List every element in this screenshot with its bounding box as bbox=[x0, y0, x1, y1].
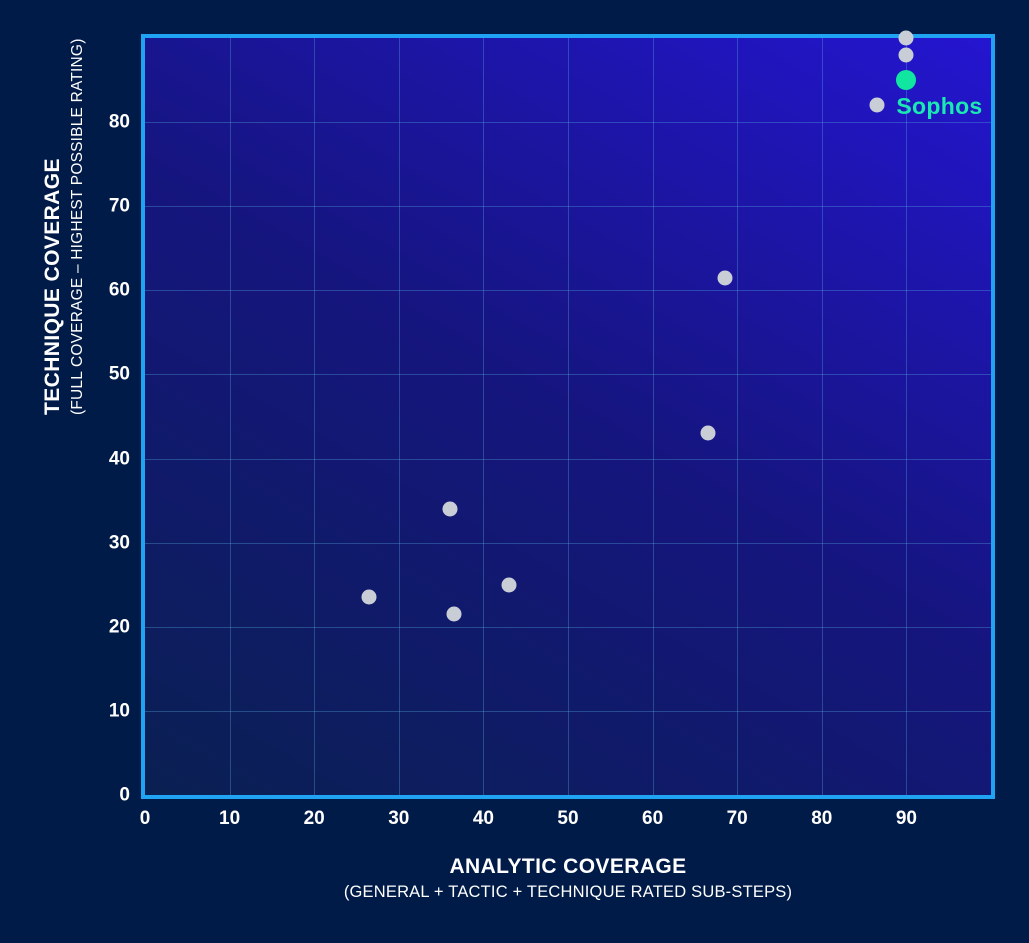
y-tick-label-80: 80 bbox=[108, 111, 130, 133]
y-tick-label-70: 70 bbox=[108, 195, 130, 217]
gridline-x-70 bbox=[737, 38, 739, 795]
sophos-point bbox=[896, 70, 917, 91]
x-tick-label-20: 20 bbox=[303, 808, 325, 829]
gridline-y-60 bbox=[145, 290, 991, 292]
y-tick-label-0: 0 bbox=[119, 784, 130, 806]
x-axis-title-sub: (GENERAL + TACTIC + TECHNIQUE RATED SUB-… bbox=[343, 883, 793, 901]
gridline-x-80 bbox=[821, 38, 823, 795]
gridline-y-40 bbox=[145, 458, 991, 460]
vendor-point bbox=[446, 606, 462, 622]
gridline-y-10 bbox=[145, 710, 991, 712]
vendor-point bbox=[442, 501, 458, 517]
gridline-x-30 bbox=[398, 38, 400, 795]
y-tick-label-50: 50 bbox=[108, 363, 130, 385]
x-tick-label-70: 70 bbox=[726, 808, 748, 829]
y-tick-label-10: 10 bbox=[108, 700, 130, 722]
plot-area: 0 10 20 30 40 50 60 70 80 90 0 10 20 30 40 50 60 70 80 Soph… bbox=[109, 30, 995, 828]
gridline-x-40 bbox=[483, 38, 485, 795]
y-tick-label-20: 20 bbox=[108, 616, 130, 638]
vendor-point bbox=[898, 47, 914, 63]
y-tick-label-60: 60 bbox=[108, 279, 130, 301]
gridline-y-80 bbox=[145, 122, 991, 124]
gridline-y-20 bbox=[145, 626, 991, 628]
gridline-x-10 bbox=[229, 38, 231, 795]
y-tick-label-30: 30 bbox=[108, 532, 130, 554]
x-tick-label-10: 10 bbox=[219, 808, 241, 829]
vendor-point bbox=[869, 97, 885, 113]
gridline-x-20 bbox=[314, 38, 316, 795]
x-tick-label-40: 40 bbox=[472, 808, 494, 829]
x-tick-label-60: 60 bbox=[642, 808, 664, 829]
vendor-point bbox=[501, 577, 517, 593]
x-tick-label-0: 0 bbox=[139, 808, 151, 829]
x-tick-label-90: 90 bbox=[895, 808, 917, 829]
x-tick-label-80: 80 bbox=[811, 808, 833, 829]
vendor-point bbox=[361, 589, 377, 605]
vendor-point bbox=[700, 425, 716, 441]
x-axis-title: ANALYTIC COVERAGE (GENERAL + TACTIC + TE… bbox=[145, 855, 991, 902]
vendor-point bbox=[717, 270, 732, 286]
gridline-y-30 bbox=[145, 542, 991, 544]
x-axis-title-main: ANALYTIC COVERAGE bbox=[449, 855, 687, 878]
sophos-series-label: Sophos bbox=[896, 93, 983, 120]
gridline-x-90 bbox=[906, 38, 908, 795]
gridline-y-70 bbox=[145, 206, 991, 208]
vendor-point bbox=[898, 30, 914, 46]
gridline-y-50 bbox=[145, 374, 991, 376]
y-tick-label-40: 40 bbox=[108, 448, 130, 470]
gridline-x-50 bbox=[568, 38, 569, 795]
x-tick-label-50: 50 bbox=[557, 808, 579, 829]
x-tick-label-30: 30 bbox=[388, 808, 410, 829]
gridline-x-60 bbox=[652, 38, 654, 795]
